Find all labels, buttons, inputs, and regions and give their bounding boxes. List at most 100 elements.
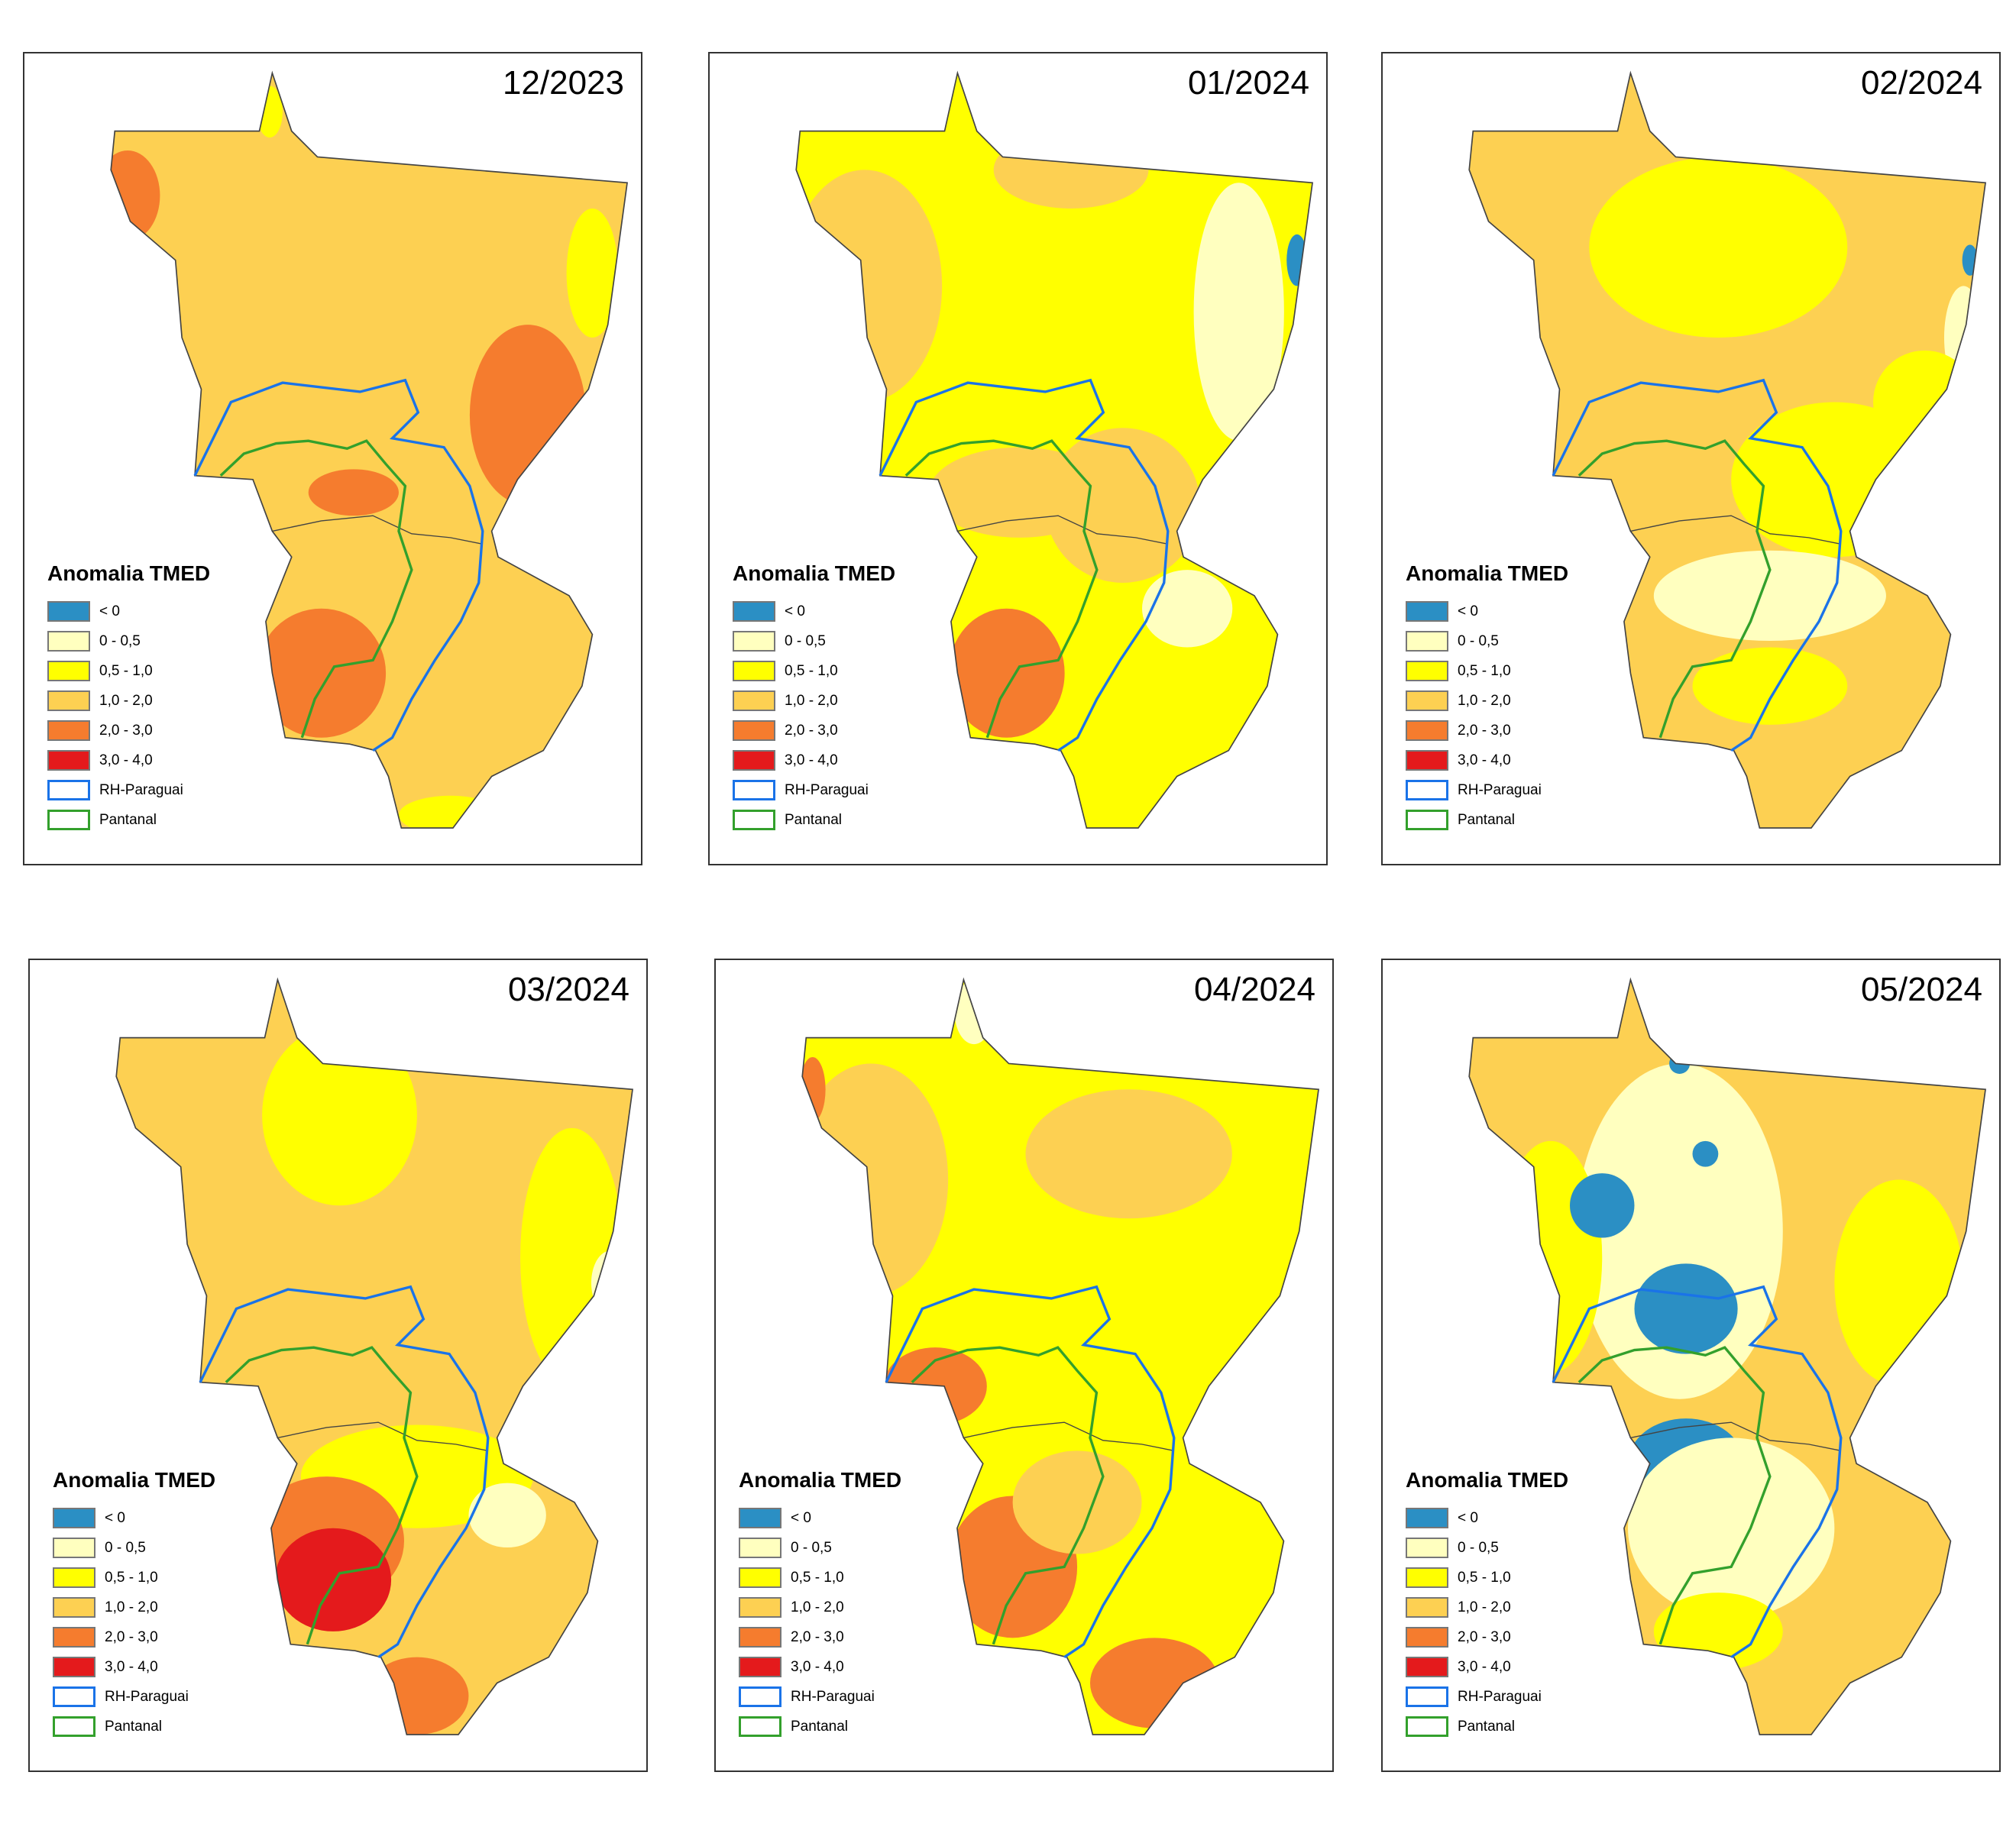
legend-label: 1,0 - 2,0 xyxy=(99,692,153,709)
panel-date-title: 05/2024 xyxy=(1860,971,1982,1008)
legend-swatch xyxy=(1406,631,1448,652)
state-divider xyxy=(277,1421,488,1451)
panel-date-title: 02/2024 xyxy=(1860,64,1982,102)
region-map xyxy=(801,977,1319,1735)
legend-item: < 0 xyxy=(1406,597,1568,626)
legend-swatch xyxy=(739,1597,781,1618)
legend-label: < 0 xyxy=(791,1509,811,1526)
pantanal-boundary xyxy=(904,439,1099,739)
anomaly-zone xyxy=(1589,157,1848,338)
legend-title: Anomalia TMED xyxy=(1406,1468,1569,1492)
legend-label: 1,0 - 2,0 xyxy=(1458,692,1511,709)
legend-swatch xyxy=(1406,1657,1448,1677)
legend-label: 3,0 - 4,0 xyxy=(1458,1658,1511,1675)
pantanal-boundary xyxy=(911,1346,1105,1645)
legend-item: < 0 xyxy=(47,597,210,626)
legend-label: 0 - 0,5 xyxy=(99,632,141,649)
legend-label: < 0 xyxy=(785,603,805,619)
legend-swatch xyxy=(53,1597,95,1618)
legend-swatch xyxy=(1406,720,1448,741)
state-boundary xyxy=(1468,977,1986,1735)
pantanal-boundary xyxy=(1578,1346,1772,1645)
legend-item: RH-Paraguai xyxy=(1406,775,1568,805)
legend-swatch xyxy=(1406,1627,1448,1648)
legend-swatch xyxy=(53,1627,95,1648)
anomaly-zone xyxy=(468,1483,546,1548)
region-map xyxy=(1468,977,1986,1735)
legend-item: 0,5 - 1,0 xyxy=(47,656,210,686)
anomaly-zone xyxy=(1089,1638,1219,1728)
legend-label: 0,5 - 1,0 xyxy=(1458,662,1511,679)
legend-item: < 0 xyxy=(53,1503,215,1533)
anomaly-zone xyxy=(1045,428,1201,584)
rh-paraguai-boundary xyxy=(199,1285,490,1659)
legend: Anomalia TMED < 0 0 - 0,5 0,5 - 1,0 1,0 - 2,… xyxy=(733,561,895,835)
legend-label: 1,0 - 2,0 xyxy=(105,1599,158,1615)
legend-title: Anomalia TMED xyxy=(1406,561,1569,585)
rh-paraguai-boundary xyxy=(879,378,1170,752)
legend-swatch xyxy=(1406,601,1448,622)
legend-swatch xyxy=(739,1686,781,1707)
anomaly-zone xyxy=(796,170,943,403)
legend-swatch xyxy=(1406,810,1448,830)
legend-item: 0,5 - 1,0 xyxy=(739,1563,901,1593)
anomaly-zone xyxy=(257,608,387,738)
state-boundary xyxy=(1468,70,1986,829)
legend-label: RH-Paraguai xyxy=(1458,781,1542,798)
legend-label: 0 - 0,5 xyxy=(785,632,826,649)
anomaly-zone xyxy=(993,131,1149,209)
legend-item: 3,0 - 4,0 xyxy=(1406,1652,1568,1682)
legend-label: Pantanal xyxy=(1458,811,1516,828)
legend-swatch xyxy=(47,601,90,622)
rh-paraguai-boundary xyxy=(885,1285,1176,1659)
anomaly-zone xyxy=(1873,350,1977,454)
panel-date-title: 03/2024 xyxy=(507,971,629,1008)
legend-swatch xyxy=(47,780,90,800)
rh-paraguai-boundary xyxy=(1552,378,1843,752)
legend-item: Pantanal xyxy=(1406,1712,1568,1741)
legend: Anomalia TMED < 0 0 - 0,5 0,5 - 1,0 1,0 - 2,… xyxy=(1406,561,1568,835)
legend-title: Anomalia TMED xyxy=(53,1468,216,1492)
legend-label: 2,0 - 3,0 xyxy=(791,1628,844,1645)
legend-label: 2,0 - 3,0 xyxy=(785,722,838,739)
legend-item: RH-Paraguai xyxy=(739,1682,901,1712)
state-boundary xyxy=(795,70,1313,829)
legend-item: 2,0 - 3,0 xyxy=(53,1622,215,1652)
legend-swatch xyxy=(733,720,775,741)
region-map xyxy=(795,70,1313,829)
legend-item: 3,0 - 4,0 xyxy=(53,1652,215,1682)
legend-label: 3,0 - 4,0 xyxy=(785,752,838,768)
legend-label: 2,0 - 3,0 xyxy=(1458,722,1511,739)
legend-swatch xyxy=(1406,1597,1448,1618)
legend-label: RH-Paraguai xyxy=(105,1688,189,1705)
legend-swatch xyxy=(739,1657,781,1677)
legend-item: 0,5 - 1,0 xyxy=(1406,656,1568,686)
anomaly-zone xyxy=(262,1024,417,1206)
legend: Anomalia TMED < 0 0 - 0,5 0,5 - 1,0 1,0 - 2,… xyxy=(739,1468,901,1741)
legend-swatch xyxy=(53,1508,95,1528)
legend: Anomalia TMED < 0 0 - 0,5 0,5 - 1,0 1,0 - 2,… xyxy=(1406,1468,1568,1741)
rh-paraguai-boundary xyxy=(193,378,484,752)
legend-item: Pantanal xyxy=(1406,805,1568,835)
anomaly-zone xyxy=(1834,1179,1964,1386)
pantanal-boundary xyxy=(219,439,413,739)
legend-label: Pantanal xyxy=(99,811,157,828)
legend-title: Anomalia TMED xyxy=(47,561,211,585)
anomaly-zone xyxy=(1628,1437,1835,1618)
state-boundary xyxy=(115,977,633,1735)
legend: Anomalia TMED < 0 0 - 0,5 0,5 - 1,0 1,0 - 2,… xyxy=(47,561,210,835)
legend-label: 0,5 - 1,0 xyxy=(99,662,153,679)
legend-title: Anomalia TMED xyxy=(739,1468,902,1492)
legend-swatch xyxy=(47,750,90,771)
legend-swatch xyxy=(47,810,90,830)
legend-swatch xyxy=(1406,661,1448,681)
legend-swatch xyxy=(733,780,775,800)
legend-swatch xyxy=(733,631,775,652)
legend-swatch xyxy=(733,810,775,830)
state-divider xyxy=(272,515,483,545)
legend-label: Pantanal xyxy=(785,811,843,828)
legend-label: < 0 xyxy=(99,603,120,619)
legend-item: Pantanal xyxy=(47,805,210,835)
anomaly-zone xyxy=(1193,183,1284,441)
legend-swatch xyxy=(1406,1538,1448,1558)
